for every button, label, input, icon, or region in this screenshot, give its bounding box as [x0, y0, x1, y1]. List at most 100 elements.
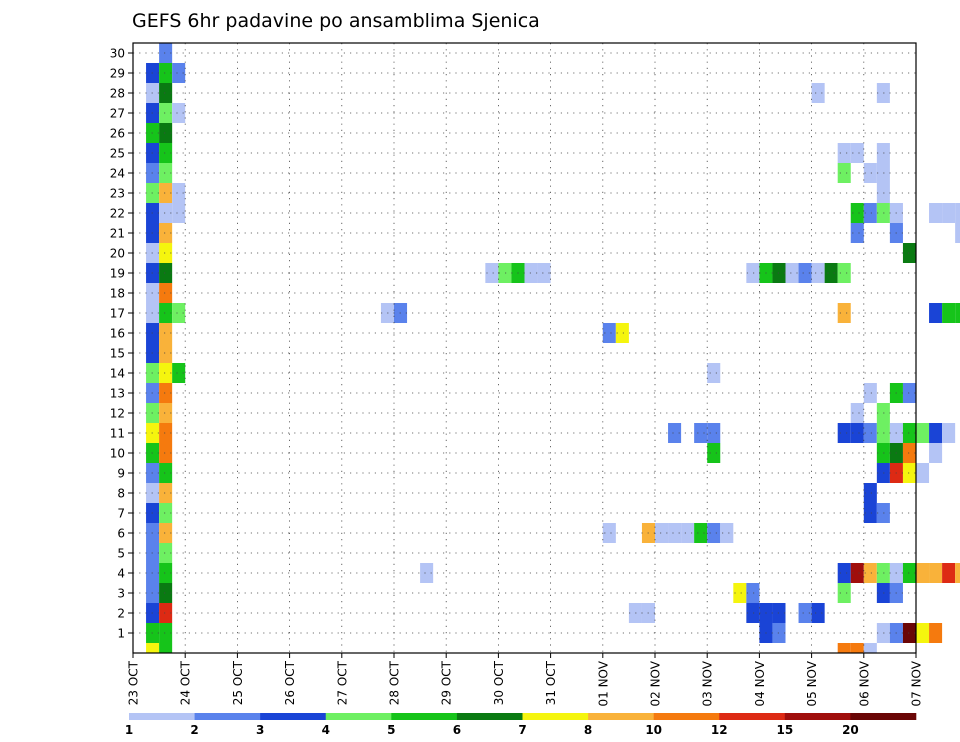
heatmap-cell — [902, 243, 916, 263]
heatmap-cell — [811, 263, 825, 283]
y-tick-label: 29 — [110, 67, 125, 81]
heatmap-cell — [172, 63, 186, 83]
heatmap-cell — [942, 303, 956, 323]
heatmap-cell — [837, 583, 851, 603]
heatmap-cell — [615, 323, 629, 343]
x-tick-label: 29 OCT — [440, 660, 454, 705]
colorbar-legend: 1 2 3 4 5 6 7 8 10 12 15 20 — [125, 713, 917, 737]
y-tick-label: 24 — [110, 167, 125, 181]
heatmap-cell — [159, 583, 173, 603]
heatmap-cell — [942, 423, 956, 443]
heatmap-cell — [837, 423, 851, 443]
colorbar-segment — [653, 713, 720, 720]
heatmap-cell — [929, 303, 943, 323]
heatmap-cell — [929, 203, 943, 223]
y-axis-ticks: 1234567891011121314151617181920212223242… — [110, 47, 133, 641]
y-tick-label: 3 — [117, 587, 125, 601]
colorbar-label: 10 — [645, 723, 662, 737]
heatmap-cell — [850, 403, 864, 423]
heatmap-cell — [863, 163, 877, 183]
heatmap-cell — [902, 423, 916, 443]
x-tick-label: 25 OCT — [231, 660, 245, 705]
heatmap-cell — [159, 123, 173, 143]
colorbar-label: 3 — [256, 723, 264, 737]
heatmap-cell — [929, 563, 943, 583]
heatmap-cell — [172, 203, 186, 223]
y-tick-label: 21 — [110, 227, 125, 241]
heatmap-cell — [707, 363, 721, 383]
y-tick-label: 20 — [110, 247, 125, 261]
heatmap-cell — [485, 263, 499, 283]
heatmap-cell — [159, 83, 173, 103]
dotted-grid — [133, 43, 916, 653]
y-tick-label: 23 — [110, 187, 125, 201]
heatmap-cell — [159, 283, 173, 303]
heatmap-cell — [655, 523, 669, 543]
heatmap-cell — [159, 363, 173, 383]
heatmap-cell — [707, 423, 721, 443]
y-tick-label: 12 — [110, 407, 125, 421]
y-tick-label: 27 — [110, 107, 125, 121]
x-axis-ticks: 23 OCT 24 OCT 25 OCT 26 OCT 27 OCT 28 OCT 29 O… — [127, 653, 924, 707]
heatmap-cell — [850, 203, 864, 223]
heatmap-cell — [798, 263, 812, 283]
heatmap-cell — [537, 263, 551, 283]
heatmap-cell — [955, 203, 960, 223]
heatmap-cell — [159, 443, 173, 463]
heatmap-cell — [902, 463, 916, 483]
y-tick-label: 4 — [117, 567, 125, 581]
colorbar-segment — [129, 713, 195, 720]
colorbar-segment — [588, 713, 654, 720]
x-tick-label: 27 OCT — [335, 660, 349, 705]
y-tick-label: 10 — [110, 447, 125, 461]
x-tick-label: 05 NOV — [805, 660, 819, 706]
x-tick-label: 02 NOV — [649, 660, 663, 706]
chart-title: GEFS 6hr padavine po ansamblima Sjenica — [132, 10, 540, 32]
heatmap-cell — [811, 603, 825, 623]
heatmap-cell — [159, 423, 173, 443]
colorbar-label: 20 — [842, 723, 859, 737]
heatmap-cell — [159, 143, 173, 163]
heatmap-cell — [902, 383, 916, 403]
colorbar-segment — [456, 713, 523, 720]
heatmap-cell — [159, 343, 173, 363]
heatmap-cell — [172, 103, 186, 123]
heatmap-cell — [159, 523, 173, 543]
heatmap-cell — [916, 423, 930, 443]
heatmap-cell — [863, 643, 877, 653]
heatmap-cell — [159, 483, 173, 503]
x-tick-label: 07 NOV — [910, 660, 924, 706]
y-tick-label: 28 — [110, 87, 125, 101]
colorbar-label: 12 — [711, 723, 728, 737]
heatmap-cell — [733, 583, 747, 603]
heatmap-cell — [681, 523, 695, 543]
heatmap-cell — [172, 303, 186, 323]
heatmap-cell — [929, 623, 943, 643]
y-tick-label: 26 — [110, 127, 125, 141]
heatmap-cell — [902, 623, 916, 643]
heatmap-cell — [811, 83, 825, 103]
x-tick-label: 24 OCT — [179, 660, 193, 705]
heatmap-cell — [159, 163, 173, 183]
heatmap-cell — [863, 503, 877, 523]
heatmap-cell — [720, 523, 734, 543]
heatmap-cell — [746, 263, 760, 283]
heatmap-cell — [159, 203, 173, 223]
colorbar-segment — [325, 713, 392, 720]
heatmap-cell — [916, 623, 930, 643]
y-tick-label: 2 — [117, 607, 125, 621]
heatmap-cell — [159, 543, 173, 563]
heatmap-cell — [146, 643, 160, 653]
heatmap-cell — [850, 563, 864, 583]
heatmap-cell — [159, 263, 173, 283]
heatmap-cell — [159, 503, 173, 523]
heatmap-cell — [159, 623, 173, 643]
y-tick-label: 16 — [110, 327, 125, 341]
heatmap-cell — [159, 63, 173, 83]
heatmap-cell — [785, 263, 799, 283]
heatmap-cell — [902, 563, 916, 583]
heatmap-cell — [850, 423, 864, 443]
y-tick-label: 15 — [110, 347, 125, 361]
heatmap-cell — [668, 523, 682, 543]
